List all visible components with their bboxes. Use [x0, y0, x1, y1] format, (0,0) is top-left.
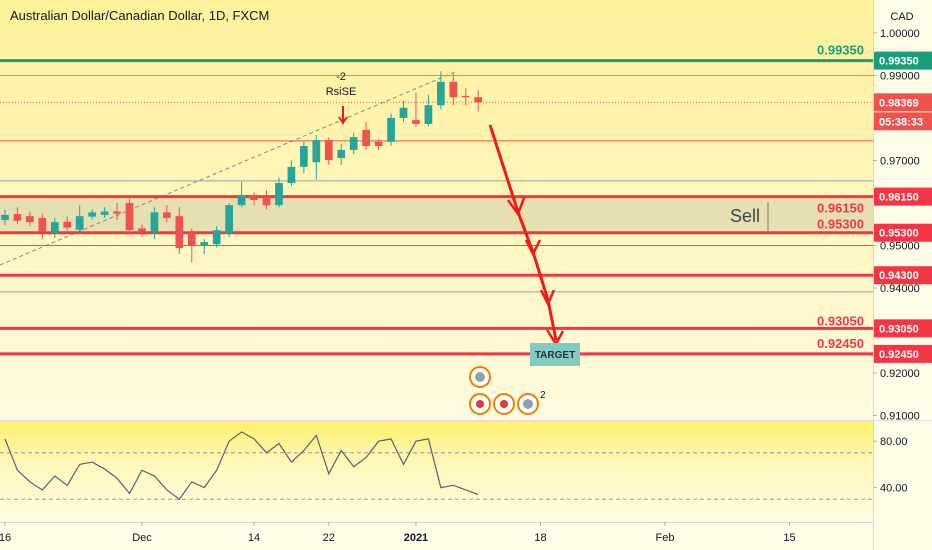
price-tag-label: 0.95300 [879, 228, 919, 240]
candle-body [387, 117, 395, 142]
candle-body [200, 242, 209, 246]
sell-zone [0, 196, 873, 233]
price-tag [874, 93, 932, 112]
candle-body [187, 232, 196, 246]
currency-label: CAD [890, 11, 913, 23]
candle-body [374, 141, 383, 147]
level-tag: 0.92450 [817, 336, 864, 351]
candle-body [113, 211, 121, 214]
icon-core [476, 400, 484, 408]
candle-body [287, 166, 296, 184]
x-tick-label: 16 [0, 532, 11, 544]
candle-body [412, 120, 420, 124]
zone-label: Sell [730, 206, 760, 226]
candle-body [175, 216, 184, 249]
price-tag-label: 0.93050 [879, 323, 919, 335]
signal-arrow [338, 106, 348, 125]
candle-body [13, 214, 22, 221]
level-tag: 0.99350 [817, 43, 864, 58]
target-box [530, 343, 580, 366]
candle-body [474, 97, 483, 103]
rsi-line [4, 431, 479, 501]
candle-body [125, 202, 134, 231]
x-tick-label: 14 [248, 532, 260, 544]
candle-body [63, 221, 72, 228]
level-tag: 0.93050 [817, 313, 864, 328]
candle-body [212, 230, 221, 245]
price-tag-label: 0.96150 [879, 192, 919, 204]
candle-body [88, 212, 97, 217]
candle-body [312, 140, 321, 163]
candle-body [138, 228, 146, 233]
signal-count: -2 [336, 71, 346, 83]
main-panel [0, 0, 873, 420]
target-label: TARGET [535, 350, 575, 361]
y-tick-label: 40.00 [880, 483, 908, 495]
candle-body [337, 149, 346, 158]
event-icons [469, 366, 539, 415]
candle-body [349, 137, 358, 150]
candle-body [436, 81, 445, 106]
candle-body [262, 197, 271, 206]
x-tick-label: 18 [534, 532, 546, 544]
candle-body [362, 129, 370, 147]
candle-body [324, 140, 333, 161]
candle-body [300, 146, 308, 167]
candle-body [163, 212, 171, 218]
candle-body [250, 194, 258, 201]
candle-body [75, 216, 84, 230]
candle-body [38, 217, 47, 232]
price-tag [874, 344, 932, 363]
candle-body [399, 107, 408, 118]
candle-body [275, 183, 283, 206]
price-tag-label: 0.98369 [879, 97, 919, 109]
y-tick-label: 0.91000 [880, 410, 920, 422]
price-tag-label: 0.94300 [879, 270, 919, 282]
y-tick-label: 0.97000 [880, 155, 920, 167]
candle-body [1, 214, 9, 220]
candle-body [461, 95, 470, 98]
countdown-tag [874, 112, 932, 131]
y-tick-label: 0.94000 [880, 283, 920, 295]
y-tick-label: 0.95000 [880, 240, 920, 252]
x-tick-label: 2021 [404, 532, 428, 544]
candle-body [225, 205, 234, 234]
price-tag [874, 223, 932, 242]
x-tick-label: 15 [783, 532, 795, 544]
candle-body [100, 211, 109, 215]
icon-badge: 2 [540, 390, 546, 401]
candle-body [26, 216, 34, 223]
price-tag [874, 187, 932, 206]
x-tick-label: Dec [132, 532, 152, 544]
x-tick-label: 22 [323, 532, 335, 544]
signal-label: RsiSE [326, 86, 357, 98]
countdown-label: 05:38:33 [879, 116, 923, 128]
y-tick-label: 80.00 [880, 436, 908, 448]
y-tick-label: 0.99000 [880, 70, 920, 82]
price-tag-label: 0.99350 [879, 56, 919, 68]
x-tick-label: Feb [656, 532, 675, 544]
level-tag: 0.95300 [817, 217, 864, 232]
icon-core [523, 399, 533, 409]
icon-core [500, 400, 508, 408]
level-tag: 0.96150 [817, 201, 864, 216]
candle-body [424, 105, 433, 124]
candle-body [449, 81, 458, 98]
candle-body [150, 212, 159, 233]
candle-body [50, 222, 59, 233]
price-tag [874, 266, 932, 285]
candle-body [237, 194, 246, 206]
price-tag [874, 319, 932, 338]
trend-line [0, 71, 456, 266]
y-tick-label: 1.00000 [880, 28, 920, 40]
chart-title: Australian Dollar/Canadian Dollar, 1D, F… [10, 8, 269, 23]
icon-core [475, 372, 485, 382]
price-tag-label: 0.92450 [879, 349, 919, 361]
arrow-heads [506, 197, 565, 347]
price-tag [874, 51, 932, 70]
y-tick-label: 0.92000 [880, 368, 920, 380]
